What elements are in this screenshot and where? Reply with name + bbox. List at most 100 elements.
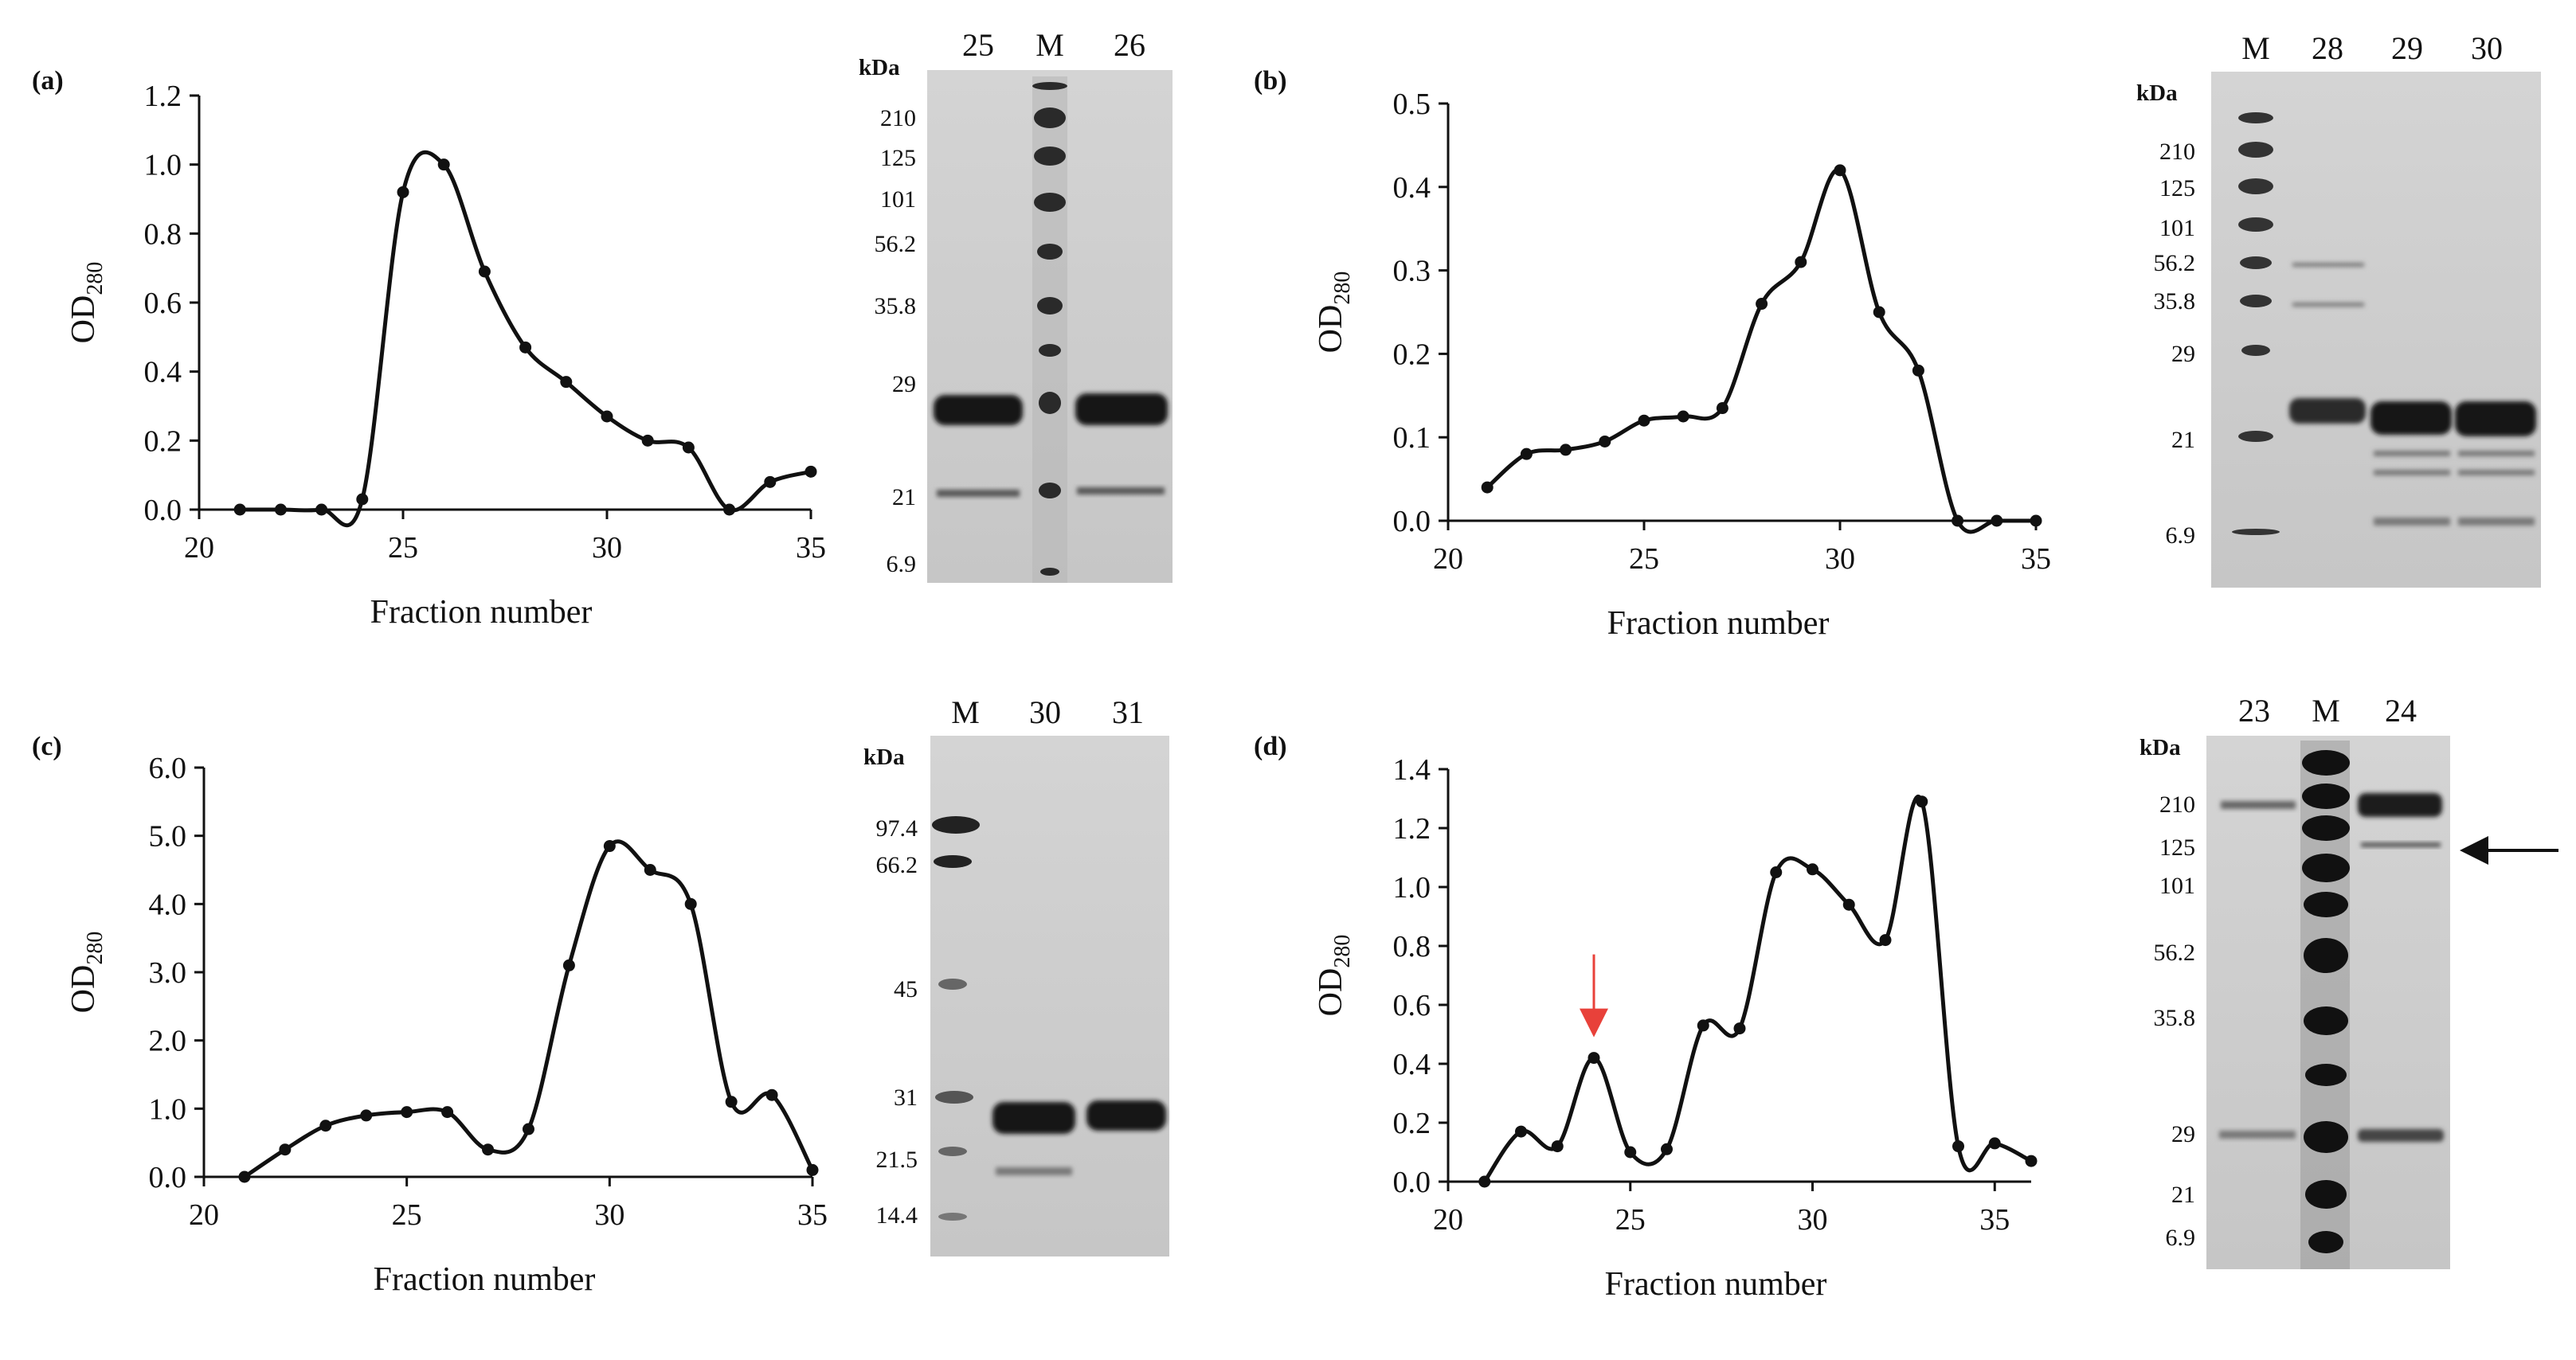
panel-d: (d) 0.0 0.2 0.4 0.6 0.8 1.0 1.2 1.4 20 25 30 35 Frac… bbox=[1254, 732, 2038, 1303]
data-point bbox=[725, 1096, 738, 1108]
gel-d-marker-2: 125 bbox=[2159, 834, 2195, 861]
x-tick-label: 25 bbox=[1629, 542, 1659, 576]
data-point bbox=[1733, 1022, 1746, 1035]
gel-c-marker-1: 97.4 bbox=[876, 815, 918, 842]
data-point bbox=[2025, 1155, 2038, 1167]
y-axis-label-main: OD bbox=[1313, 968, 1349, 1017]
gel-d-marker-bands bbox=[2302, 750, 2350, 1253]
gel-d-marker-7: 21 bbox=[2171, 1182, 2195, 1208]
gel-b-marker-bands bbox=[2232, 112, 2280, 535]
gel-b-marker-2: 125 bbox=[2159, 175, 2195, 201]
gel-b-unit: kDa bbox=[2136, 80, 2178, 106]
data-point bbox=[1952, 514, 1964, 527]
gel-d-band-23-upper bbox=[2221, 801, 2296, 809]
y-tick-label: 0.2 bbox=[144, 424, 182, 458]
data-point bbox=[233, 503, 246, 516]
data-point bbox=[238, 1170, 251, 1183]
gel-c-band-30-main bbox=[992, 1102, 1075, 1134]
y-tick-label: 0.2 bbox=[1393, 1107, 1431, 1140]
data-point bbox=[482, 1143, 495, 1156]
y-tick-label: 0.4 bbox=[1393, 171, 1431, 205]
gel-b-lane-2: 28 bbox=[2312, 30, 2343, 66]
y-tick-label: 0.1 bbox=[1393, 421, 1431, 455]
data-point bbox=[1515, 1125, 1527, 1138]
y-tick-label: 6.0 bbox=[149, 752, 187, 785]
data-point bbox=[2030, 514, 2042, 527]
gel-a-band-26-main bbox=[1075, 393, 1168, 425]
data-point bbox=[1520, 447, 1533, 460]
y-axis-label: OD280 bbox=[1313, 272, 1355, 354]
data-point bbox=[806, 1163, 819, 1176]
y-tick-label: 0.0 bbox=[1393, 1166, 1431, 1199]
gel-b-lane-3: 29 bbox=[2391, 30, 2423, 66]
x-tick-label: 30 bbox=[592, 531, 622, 565]
data-point bbox=[1991, 514, 2003, 527]
data-point bbox=[764, 475, 777, 488]
gel-b-marker-8: 6.9 bbox=[2166, 522, 2196, 549]
x-tick-label: 20 bbox=[1433, 1203, 1463, 1237]
gel-c-band-30-minor bbox=[996, 1167, 1072, 1175]
gel-a-lane-3: 26 bbox=[1114, 27, 1145, 63]
gel-d-marker-5: 35.8 bbox=[2154, 1005, 2196, 1031]
gel-a-marker-3: 101 bbox=[880, 186, 916, 213]
gel-d: kDa 23 M 24 210 125 101 56.2 35.8 29 21 … bbox=[2139, 693, 2558, 1269]
y-tick-label: 1.2 bbox=[144, 80, 182, 113]
y-tick-label: 0.0 bbox=[1393, 505, 1431, 538]
gel-a-lane-2: M bbox=[1035, 27, 1064, 63]
gel-a: kDa 25 M 26 210 125 101 56.2 35.8 29 21 … bbox=[859, 27, 1173, 583]
gel-d-marker-3: 101 bbox=[2159, 873, 2195, 899]
data-point bbox=[560, 376, 573, 389]
y-axis-label: OD280 bbox=[1313, 935, 1355, 1017]
x-tick-label: 30 bbox=[1825, 542, 1855, 576]
data-point bbox=[1624, 1146, 1637, 1159]
data-point bbox=[274, 503, 287, 516]
gel-a-band-25-main bbox=[934, 395, 1023, 425]
gel-b-marker-4: 56.2 bbox=[2154, 250, 2196, 276]
gel-b-band-28-main bbox=[2289, 398, 2366, 424]
data-point bbox=[1756, 298, 1768, 311]
data-point bbox=[723, 503, 736, 516]
gel-d-band-24-main bbox=[2358, 793, 2442, 817]
data-point bbox=[641, 434, 654, 447]
data-point bbox=[1677, 410, 1689, 423]
gel-d-marker-4: 56.2 bbox=[2154, 940, 2196, 966]
gel-d-lane-3: 24 bbox=[2385, 693, 2417, 729]
chart-a: 0.0 0.2 0.4 0.6 0.8 1.0 1.2 20 25 30 35 Fraction nu… bbox=[65, 80, 826, 631]
data-point bbox=[1716, 402, 1728, 415]
gel-d-band-24-lower bbox=[2358, 1129, 2444, 1142]
gel-a-marker-6: 29 bbox=[892, 371, 916, 397]
gel-c-marker-6: 14.4 bbox=[876, 1202, 918, 1229]
gel-b-background bbox=[2211, 72, 2541, 588]
data-point bbox=[401, 1106, 413, 1119]
gel-c-image bbox=[930, 736, 1169, 1256]
y-axis-label-subscript: 280 bbox=[1330, 272, 1355, 305]
y-axis-label-subscript: 280 bbox=[83, 262, 108, 295]
series-line bbox=[240, 150, 812, 527]
data-point bbox=[682, 441, 695, 454]
gel-b-minor-bands bbox=[2292, 263, 2535, 526]
y-axis-label-main: OD bbox=[65, 295, 102, 344]
data-point bbox=[805, 465, 817, 478]
series-line bbox=[1482, 795, 2033, 1183]
data-point bbox=[1795, 256, 1807, 268]
data-point bbox=[603, 840, 616, 853]
x-tick-label: 20 bbox=[189, 1198, 219, 1232]
y-tick-label: 1.4 bbox=[1393, 753, 1431, 787]
data-point bbox=[356, 493, 369, 506]
gel-c-marker-3: 45 bbox=[894, 976, 918, 1002]
x-tick-label: 30 bbox=[1798, 1203, 1828, 1237]
gel-d-image bbox=[2206, 736, 2450, 1269]
data-point bbox=[644, 864, 656, 876]
gel-d-marker-6: 29 bbox=[2171, 1121, 2195, 1147]
gel-d-unit: kDa bbox=[2139, 735, 2181, 760]
data-point bbox=[279, 1143, 292, 1156]
x-axis-label: Fraction number bbox=[1605, 1266, 1827, 1303]
x-tick-label: 25 bbox=[392, 1198, 422, 1232]
data-point bbox=[319, 1120, 332, 1132]
data-point bbox=[522, 1123, 534, 1135]
gel-a-image bbox=[927, 70, 1173, 583]
x-tick-label: 25 bbox=[1615, 1203, 1646, 1237]
x-tick-label: 25 bbox=[388, 531, 418, 565]
series-line bbox=[1486, 167, 2036, 534]
